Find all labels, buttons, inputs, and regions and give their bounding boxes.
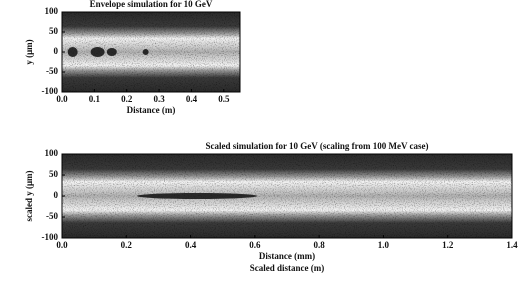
y-tick-label: 0 xyxy=(54,46,59,56)
x-tick-label: 1.2 xyxy=(442,240,454,250)
y-tick-label: 0 xyxy=(54,190,59,200)
x-tick-label: 0.4 xyxy=(186,94,198,104)
x-tick-label: 0.1 xyxy=(89,94,101,104)
x-axis-label: Distance (mm) xyxy=(259,251,315,261)
x-tick-label: 0.2 xyxy=(121,240,133,250)
dense-region xyxy=(137,193,257,199)
chart-title: Envelope simulation for 10 GeV xyxy=(90,0,213,9)
dense-region xyxy=(68,47,78,57)
y-tick-label: -50 xyxy=(46,211,58,221)
x-tick-label: 0.0 xyxy=(56,240,68,250)
x-tick-label: 0.3 xyxy=(153,94,165,104)
dense-region xyxy=(143,49,149,55)
x-tick-label: 1.0 xyxy=(378,240,390,250)
figure: Envelope simulation for 10 GeV 0.0 0.1 0.2 0… xyxy=(0,0,527,289)
y-tick-label: 100 xyxy=(45,148,59,158)
dense-region xyxy=(91,47,105,57)
x-tick-label: 0.2 xyxy=(121,94,133,104)
x-axis-label: Distance (m) xyxy=(127,105,176,115)
y-tick-label: -100 xyxy=(42,86,59,96)
heatmap-noise xyxy=(62,154,512,238)
dense-region xyxy=(107,48,117,56)
y-axis-label: y (μm) xyxy=(24,39,34,64)
x-tick-label: 0.8 xyxy=(314,240,326,250)
x-axis-label-secondary: Scaled distance (m) xyxy=(250,263,325,273)
x-tick-label: 0.4 xyxy=(185,240,197,250)
x-tick-label: 1.4 xyxy=(506,240,518,250)
x-tick-label: 0.5 xyxy=(218,94,230,104)
y-tick-label: -50 xyxy=(46,66,58,76)
x-tick-label: 0.6 xyxy=(249,240,261,250)
chart-title: Scaled simulation for 10 GeV (scaling fr… xyxy=(205,141,428,151)
y-tick-label: 100 xyxy=(45,6,59,16)
y-tick-label: 50 xyxy=(49,26,59,36)
heatmap-noise xyxy=(62,12,240,92)
y-tick-label: -100 xyxy=(42,232,59,242)
y-tick-label: 50 xyxy=(49,169,59,179)
y-axis-label: scaled y (μm) xyxy=(24,170,34,221)
x-tick-label: 0.0 xyxy=(56,94,68,104)
